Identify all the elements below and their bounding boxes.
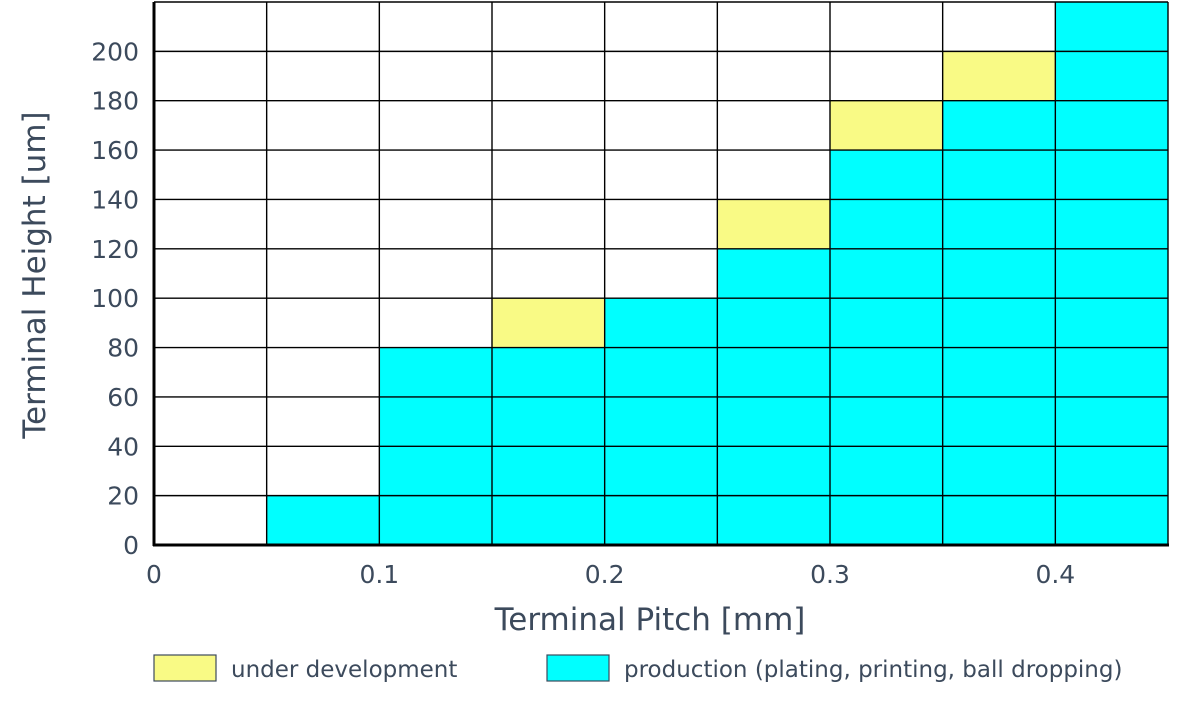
- production-cell-0: [266, 495, 380, 545]
- x-tick-label: 0: [146, 560, 162, 589]
- x-axis-title: Terminal Pitch [mm]: [494, 602, 806, 638]
- y-tick-label: 120: [91, 235, 139, 264]
- y-tick-label: 100: [91, 284, 139, 313]
- development-cell-4: [717, 199, 830, 249]
- development-cell-2: [492, 298, 605, 348]
- ticks-layer: 0 0.1 0.2 0.3 0.4 0 20 40 60 80 100 120 140 160 180 200: [91, 37, 1075, 589]
- legend-label-1: production (plating, printing, ball drop…: [624, 657, 1122, 683]
- grid-layer: [153, 1, 1169, 546]
- y-tick-label: 180: [91, 87, 139, 116]
- production-cell-7: [1055, 2, 1168, 545]
- production-cell-3: [604, 298, 718, 545]
- x-tick-label: 0.2: [585, 560, 625, 589]
- y-tick-label: 80: [107, 334, 139, 363]
- development-cell-5: [830, 100, 943, 151]
- production-cell-6: [942, 100, 1056, 546]
- y-tick-label: 140: [91, 185, 139, 214]
- x-tick-label: 0.4: [1035, 560, 1075, 589]
- x-tick-label: 0.3: [810, 560, 850, 589]
- x-tick-label: 0.1: [359, 560, 399, 589]
- legend-label-0: under development: [231, 657, 457, 683]
- legend-swatch-1: [546, 654, 610, 682]
- legend: under development production (plating, pr…: [153, 654, 1122, 683]
- y-tick-label: 160: [91, 136, 139, 165]
- cells-layer: [154, 2, 1168, 546]
- y-tick-label: 0: [123, 531, 139, 560]
- y-tick-label: 40: [107, 432, 139, 461]
- legend-swatch-0: [153, 654, 217, 682]
- axes-layer: [152, 2, 1169, 547]
- development-cell-6: [942, 51, 1056, 101]
- y-tick-label: 60: [107, 383, 139, 412]
- y-tick-label: 20: [107, 482, 139, 511]
- y-axis-title: Terminal Height [um]: [17, 111, 53, 439]
- y-tick-label: 200: [91, 37, 139, 66]
